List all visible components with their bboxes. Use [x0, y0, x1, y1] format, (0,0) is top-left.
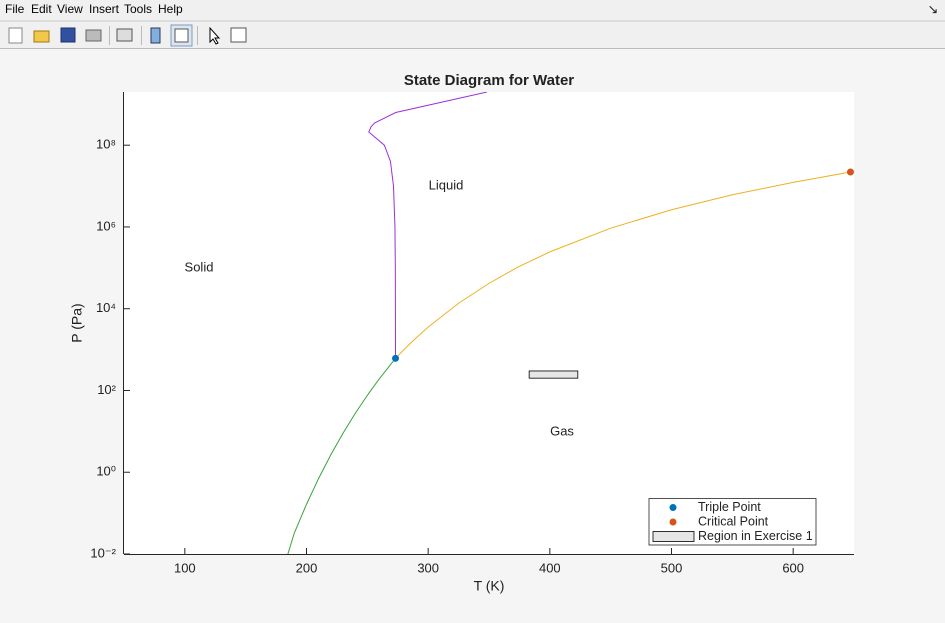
x-tick-label: 600 — [782, 560, 804, 575]
legend-marker — [669, 518, 677, 526]
dock-icon[interactable]: ↘ — [928, 1, 939, 16]
y-tick-label: 10⁶ — [96, 218, 116, 233]
legend-swatch — [652, 531, 695, 542]
link-icon[interactable] — [116, 28, 133, 42]
menu-bar: File Edit View Insert Tools Help — [5, 2, 183, 16]
legend-marker — [669, 504, 677, 511]
menu-item[interactable]: File — [5, 2, 25, 16]
point-marker — [846, 168, 854, 176]
y-tick-label: 10⁻² — [90, 545, 116, 560]
legend-icon — [174, 28, 189, 43]
x-tick-label: 300 — [417, 560, 439, 575]
save-icon[interactable] — [60, 27, 76, 43]
colorbar-icon[interactable] — [150, 27, 161, 44]
pointer-icon[interactable] — [209, 26, 221, 45]
menu-item[interactable]: Help — [158, 2, 183, 16]
new-icon[interactable] — [8, 27, 23, 44]
phase-boundary — [287, 358, 396, 554]
annotation: Solid — [185, 259, 214, 274]
phase-boundary — [395, 171, 851, 359]
y-axis-label: P (Pa) — [69, 303, 85, 342]
menu-item[interactable]: Edit — [31, 2, 52, 16]
x-tick-label: 400 — [539, 560, 561, 575]
open-icon[interactable] — [33, 30, 50, 43]
annotation: Gas — [550, 423, 574, 438]
legend-label: Region in Exercise 1 — [698, 529, 813, 543]
phase-boundary — [368, 92, 488, 359]
x-axis-label: T (K) — [474, 578, 505, 594]
plot-area — [287, 92, 854, 554]
print-icon[interactable] — [85, 29, 102, 42]
legend-label: Critical Point — [698, 514, 769, 528]
chart-title: State Diagram for Water — [404, 72, 574, 89]
property-icon[interactable] — [230, 27, 247, 43]
menu-item[interactable]: Tools — [124, 2, 152, 16]
x-tick-label: 500 — [661, 560, 683, 575]
toolbar — [8, 24, 247, 47]
y-tick-label: 10⁴ — [96, 300, 116, 315]
x-tick-label: 200 — [296, 560, 318, 575]
y-tick-label: 10² — [97, 382, 116, 397]
axes — [124, 92, 854, 554]
legend-label: Triple Point — [698, 500, 761, 514]
menu-item[interactable]: Insert — [89, 2, 120, 16]
menu-item[interactable]: View — [57, 2, 83, 16]
y-tick-label: 10⁰ — [96, 464, 116, 479]
y-tick-label: 10⁸ — [96, 137, 116, 152]
region-rect — [528, 370, 579, 379]
x-tick-label: 100 — [174, 560, 196, 575]
point-marker — [392, 354, 400, 362]
annotation: Liquid — [429, 177, 464, 192]
